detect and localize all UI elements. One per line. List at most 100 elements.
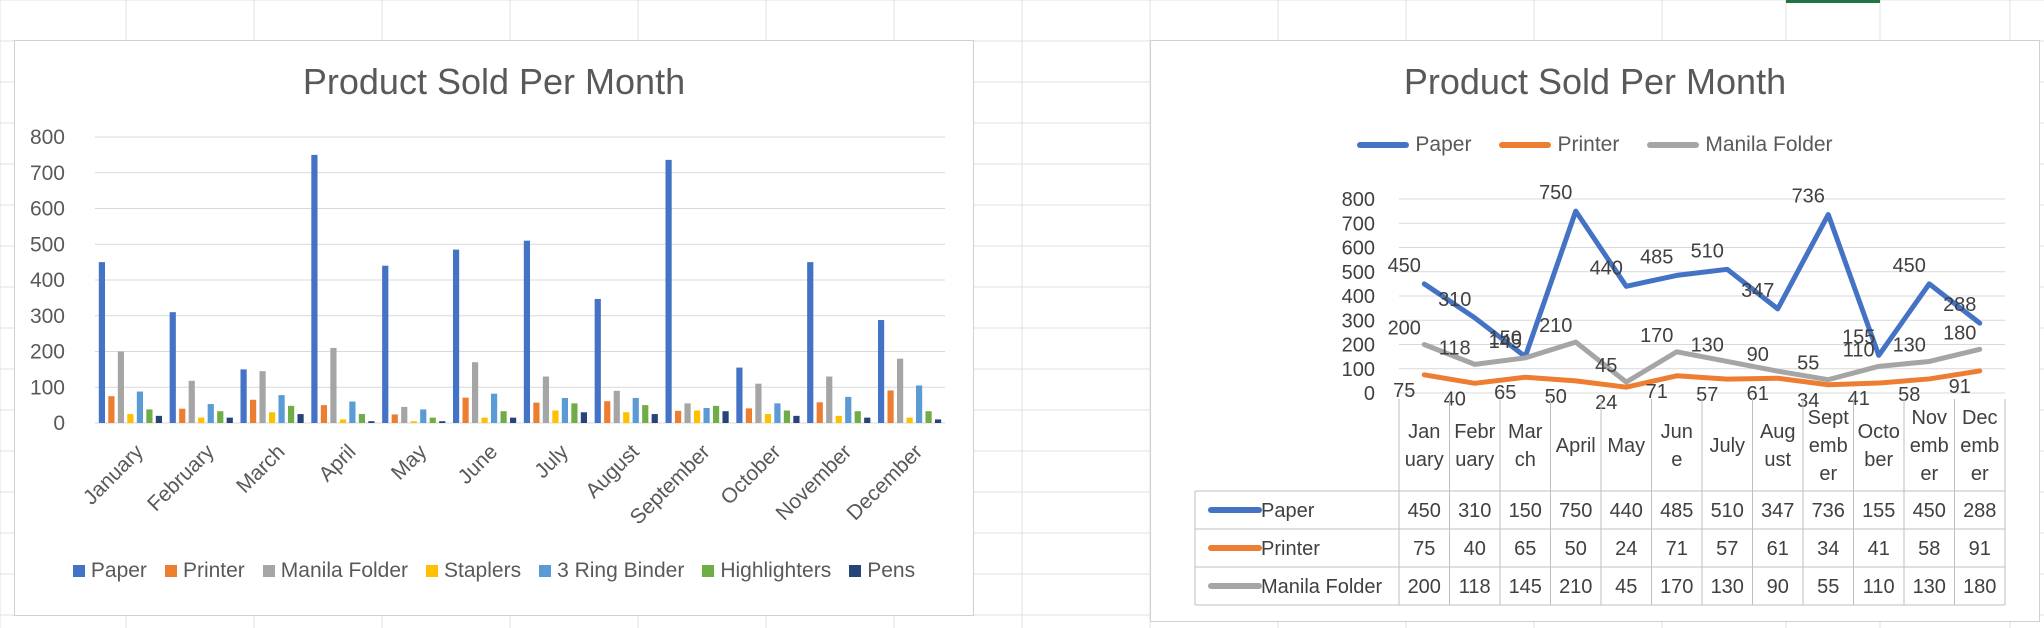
bar-printer-may — [391, 414, 398, 423]
y-tick-label: 500 — [30, 233, 65, 256]
data-label-manila-folder: 110 — [1843, 339, 1875, 361]
legend-label: Printer — [182, 559, 245, 582]
bar-printer-april — [320, 405, 328, 423]
data-label-printer: 61 — [1747, 383, 1769, 405]
bar-manila-folder-april — [330, 347, 337, 423]
legend-line-swatch — [1499, 142, 1552, 148]
table-header-november: Nov emb er — [1910, 407, 1949, 485]
legend-swatch — [72, 565, 85, 577]
bar-3-ring-binder-july — [561, 397, 569, 423]
bar-paper-may — [382, 265, 389, 423]
table-cell: 41 — [1868, 538, 1890, 560]
bar-paper-june — [452, 249, 460, 423]
table-cell: 170 — [1660, 576, 1693, 598]
data-label-manila-folder: 130 — [1893, 334, 1926, 356]
data-label-paper: 155 — [1842, 326, 1875, 348]
y-tick-label: 100 — [1342, 359, 1375, 381]
bar-pens-july — [580, 412, 588, 423]
table-cell: 55 — [1817, 576, 1839, 598]
bar-printer-february — [179, 408, 186, 423]
bar-3-ring-binder-june — [490, 393, 498, 423]
table-cell: 57 — [1716, 538, 1738, 560]
bar-highlighters-february — [217, 411, 224, 423]
legend-item-highlighters: Highlighters — [702, 559, 831, 583]
y-tick-label: 300 — [30, 305, 65, 328]
table-cell: 40 — [1464, 538, 1486, 560]
y-tick-label: 100 — [30, 376, 65, 399]
x-tick-label: November — [772, 440, 857, 525]
data-label-paper: 288 — [1943, 294, 1976, 316]
x-tick-label: July — [530, 440, 573, 483]
data-label-paper: 750 — [1539, 182, 1572, 204]
bar-3-ring-binder-august — [632, 397, 639, 423]
x-tick-label: January — [79, 440, 148, 509]
x-tick-label: May — [387, 440, 432, 485]
table-header-may: May — [1607, 435, 1645, 457]
y-tick-label: 0 — [53, 412, 65, 435]
bar-manila-folder-june — [471, 362, 479, 423]
data-label-paper: 736 — [1792, 186, 1825, 208]
table-cell: 58 — [1918, 538, 1940, 560]
table-cell: 34 — [1817, 538, 1839, 560]
bar-paper-november — [807, 262, 814, 423]
bar-manila-folder-august — [613, 390, 620, 423]
bar-highlighters-july — [571, 403, 578, 423]
legend-label: Manila Folder — [280, 559, 409, 582]
legend-label: Printer — [1557, 133, 1620, 156]
bar-paper-october — [736, 367, 743, 423]
bar-chart[interactable]: Product Sold Per Month 0 100 200 300 400 500 6… — [14, 40, 974, 616]
table-cell: 200 — [1408, 576, 1441, 598]
bar-staplers-april — [339, 419, 347, 423]
data-label-printer: 91 — [1949, 376, 1971, 398]
bar-manila-folder-october — [755, 383, 762, 423]
bar-3-ring-binder-march — [278, 395, 285, 423]
table-header-april: April — [1556, 435, 1596, 457]
bar-staplers-december — [906, 417, 913, 423]
data-label-paper: 150 — [1489, 328, 1522, 350]
bar-printer-september — [674, 410, 682, 423]
table-cell: 110 — [1863, 576, 1895, 598]
bar-pens-march — [297, 414, 304, 423]
x-tick-label: December — [842, 440, 927, 525]
line-plot-area: 0100200300400500600700800450310150750440… — [1194, 182, 2006, 606]
bar-paper-february — [169, 312, 176, 423]
data-label-printer: 75 — [1393, 380, 1415, 402]
y-tick-label: 700 — [30, 162, 65, 185]
legend-swatch — [164, 565, 177, 577]
line-printer — [1421, 368, 1983, 390]
legend-swatch — [262, 565, 275, 577]
bar-highlighters-march — [287, 405, 295, 423]
bar-manila-folder-may — [401, 406, 408, 423]
table-row-label: Paper — [1261, 500, 1315, 522]
legend-label: Paper — [1415, 133, 1472, 156]
legend-label: Pens — [867, 559, 916, 582]
legend-swatch — [849, 565, 862, 577]
bar-staplers-march — [268, 412, 276, 423]
legend-item-printer: Printer — [164, 559, 245, 583]
data-label-manila-folder: 55 — [1797, 353, 1819, 375]
table-cell: 65 — [1514, 538, 1536, 560]
bar-staplers-october — [764, 414, 772, 423]
table-cell: 210 — [1559, 576, 1592, 598]
bar-highlighters-november — [854, 411, 861, 423]
data-label-manila-folder: 210 — [1539, 315, 1572, 337]
bar-highlighters-august — [642, 405, 649, 423]
bar-3-ring-binder-february — [207, 404, 214, 423]
table-cell: 450 — [1408, 500, 1441, 522]
table-cell: 736 — [1812, 500, 1845, 522]
table-cell: 180 — [1963, 576, 1996, 598]
line-chart[interactable]: Product Sold Per Month Paper Printer Manil… — [1150, 40, 2040, 622]
bar-3-ring-binder-april — [349, 401, 356, 423]
data-label-paper: 450 — [1388, 255, 1421, 277]
bar-paper-january — [98, 262, 106, 423]
bar-highlighters-september — [712, 405, 720, 423]
y-tick-label: 600 — [30, 198, 65, 221]
y-tick-label: 400 — [30, 269, 65, 292]
data-label-manila-folder: 118 — [1439, 337, 1471, 359]
selected-cell-indicator — [1786, 0, 1880, 3]
bar-staplers-september — [693, 410, 701, 423]
bar-paper-september — [665, 159, 672, 423]
x-tick-label: April — [314, 440, 360, 486]
legend-item-paper: Paper — [72, 559, 147, 583]
x-tick-label: February — [143, 440, 219, 516]
